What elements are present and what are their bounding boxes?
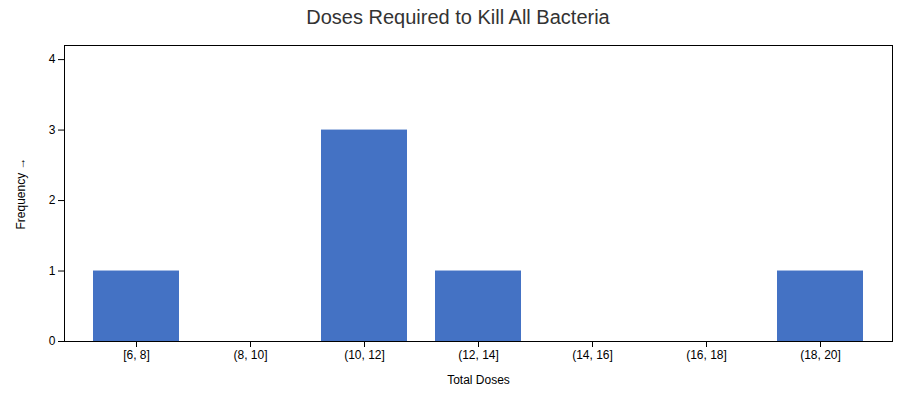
svg-text:(12, 14]: (12, 14]	[458, 348, 499, 362]
svg-text:Frequency →: Frequency →	[14, 157, 28, 229]
svg-text:(10, 12]: (10, 12]	[344, 348, 385, 362]
svg-text:1: 1	[49, 264, 56, 278]
html-text:Doses Required to Kill All Bac: Doses Required to Kill All Bacteria	[306, 6, 610, 28]
svg-text:[6, 8]: [6, 8]	[123, 348, 150, 362]
svg-text:(18, 20]: (18, 20]	[800, 348, 841, 362]
svg-text:(16, 18]: (16, 18]	[686, 348, 727, 362]
svg-text:Total Doses: Total Doses	[447, 373, 510, 387]
svg-text:2: 2	[49, 193, 56, 207]
svg-text:(8, 10]: (8, 10]	[233, 348, 267, 362]
svg-text:3: 3	[49, 123, 56, 137]
svg-text:0: 0	[49, 334, 56, 348]
svg-text:(14, 16]: (14, 16]	[572, 348, 613, 362]
svg-text:4: 4	[49, 52, 56, 66]
